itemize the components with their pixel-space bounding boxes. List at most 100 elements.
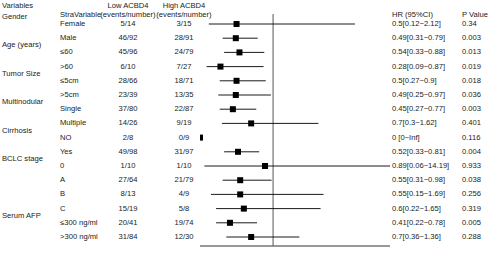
high-count: 31/97 xyxy=(174,147,193,156)
p-value: 0.288 xyxy=(462,232,481,241)
high-count: 24/79 xyxy=(174,47,193,56)
ci-line xyxy=(209,24,355,25)
ci-line xyxy=(211,194,324,195)
p-value: 0.401 xyxy=(462,118,481,127)
high-count: 5/8 xyxy=(179,204,190,213)
group-label: Gender xyxy=(2,12,28,21)
ci-line xyxy=(226,237,299,238)
marks xyxy=(200,21,390,240)
hr-text: 0.49[0.25~0.97] xyxy=(392,90,445,99)
low-count: 28/66 xyxy=(118,76,137,85)
subgroup-label: Single xyxy=(60,104,81,113)
hr-text: 0.54[0.33~0.88] xyxy=(392,47,445,56)
p-value: 0.256 xyxy=(462,189,481,198)
high-count: 21/79 xyxy=(174,175,193,184)
ci-line xyxy=(223,180,272,181)
subgroup-label: A xyxy=(60,175,66,184)
header: (events/number) xyxy=(156,10,212,19)
hr-marker xyxy=(237,191,243,197)
low-count: 5/14 xyxy=(121,19,136,28)
group-label: Age (years) xyxy=(2,40,42,49)
ci-line xyxy=(220,109,257,110)
hr-text: 0.55[0.31~0.98] xyxy=(392,175,445,184)
hr-text: 0.5[0.27~0.9] xyxy=(392,76,437,85)
subgroup-label: >60 xyxy=(60,62,73,71)
group-label: Serum AFP xyxy=(2,211,41,220)
subgroup-label: C xyxy=(60,204,66,213)
hr-text: 0.7[0.36~1.36] xyxy=(392,232,441,241)
reference-line xyxy=(273,14,274,246)
header: StraVariable xyxy=(60,10,101,19)
ci-line xyxy=(224,151,259,152)
high-count: 4/9 xyxy=(179,189,190,198)
hr-text: 0.6[0.22~1.65] xyxy=(392,204,441,213)
header: Low ACBD4 xyxy=(108,1,149,10)
header: High ACBD4 xyxy=(163,1,206,10)
subgroup-label: Multiple xyxy=(60,118,86,127)
group-label: Cirrhosis xyxy=(2,126,32,135)
subgroup-label: Male xyxy=(60,33,76,42)
low-count: 8/13 xyxy=(121,189,136,198)
high-count: 13/35 xyxy=(174,90,193,99)
hr-marker xyxy=(227,220,233,226)
ci-line xyxy=(207,66,264,67)
p-value: 0.003 xyxy=(462,33,481,42)
hr-marker xyxy=(248,120,254,126)
low-count: 14/26 xyxy=(118,118,137,127)
hr-text: 0.55[0.15~1.69] xyxy=(392,189,445,198)
subgroup-label: 0 xyxy=(60,161,64,170)
hr-text: 0.41[0.22~0.78] xyxy=(392,218,445,227)
p-value: 0.005 xyxy=(462,218,481,227)
ci-line xyxy=(224,52,264,53)
header: (events/number) xyxy=(100,10,156,19)
hr-text: 0.49[0.31~0.79] xyxy=(392,33,445,42)
ci-line xyxy=(216,222,257,223)
hr-text: 0.7[0.3~1.62] xyxy=(392,118,437,127)
x-axis xyxy=(200,246,390,247)
hr-marker xyxy=(233,35,239,41)
header: HR (95%CI) xyxy=(392,10,433,19)
hr-text: 0 [0~Inf] xyxy=(392,133,420,142)
hr-text: 0.28[0.09~0.87] xyxy=(392,62,445,71)
hr-marker xyxy=(236,49,242,55)
hr-marker xyxy=(200,135,203,141)
header: Variables xyxy=(2,1,33,10)
high-count: 1/10 xyxy=(177,161,192,170)
hr-text: 0.89[0.06~14.19] xyxy=(392,161,449,170)
low-count: 23/39 xyxy=(118,90,137,99)
ci-line xyxy=(204,166,390,167)
subgroup-label: >300 ng/ml xyxy=(60,232,98,241)
high-count: 28/91 xyxy=(174,33,193,42)
low-count: 45/96 xyxy=(118,47,137,56)
hr-marker xyxy=(217,64,223,70)
low-count: 37/80 xyxy=(118,104,137,113)
group-label: Tumor Size xyxy=(2,69,41,78)
hr-text: 0.52[0.33~0.81] xyxy=(392,147,445,156)
low-count: 1/10 xyxy=(121,161,136,170)
subgroup-label: ≤5cm xyxy=(60,76,79,85)
p-value: 0.038 xyxy=(462,175,481,184)
low-count: 6/10 xyxy=(121,62,136,71)
hr-text: 0.45[0.27~0.77] xyxy=(392,104,445,113)
hr-marker xyxy=(235,149,241,155)
ci-line xyxy=(223,38,258,39)
group-label: Multinodular xyxy=(2,97,44,106)
header: P Value xyxy=(462,10,488,19)
high-count: 22/87 xyxy=(174,104,193,113)
subgroup-label: NO xyxy=(60,133,71,142)
hr-marker xyxy=(230,106,236,112)
p-value: 0.013 xyxy=(462,47,481,56)
p-value: 0.319 xyxy=(462,204,481,213)
p-value: 0.018 xyxy=(462,76,481,85)
hr-marker xyxy=(234,21,240,27)
subgroup-label: Yes xyxy=(60,147,73,156)
high-count: 7/27 xyxy=(177,62,192,71)
p-value: 0.036 xyxy=(462,90,481,99)
subgroup-label: ≤60 xyxy=(60,47,73,56)
low-count: 20/41 xyxy=(118,218,137,227)
forest-plot: VariablesStraVariableLow ACBD4(events/nu… xyxy=(0,0,500,256)
group-label: BCLC stage xyxy=(2,154,43,163)
hr-marker xyxy=(248,234,254,240)
high-count: 0/9 xyxy=(179,133,190,142)
ci-line xyxy=(220,80,266,81)
